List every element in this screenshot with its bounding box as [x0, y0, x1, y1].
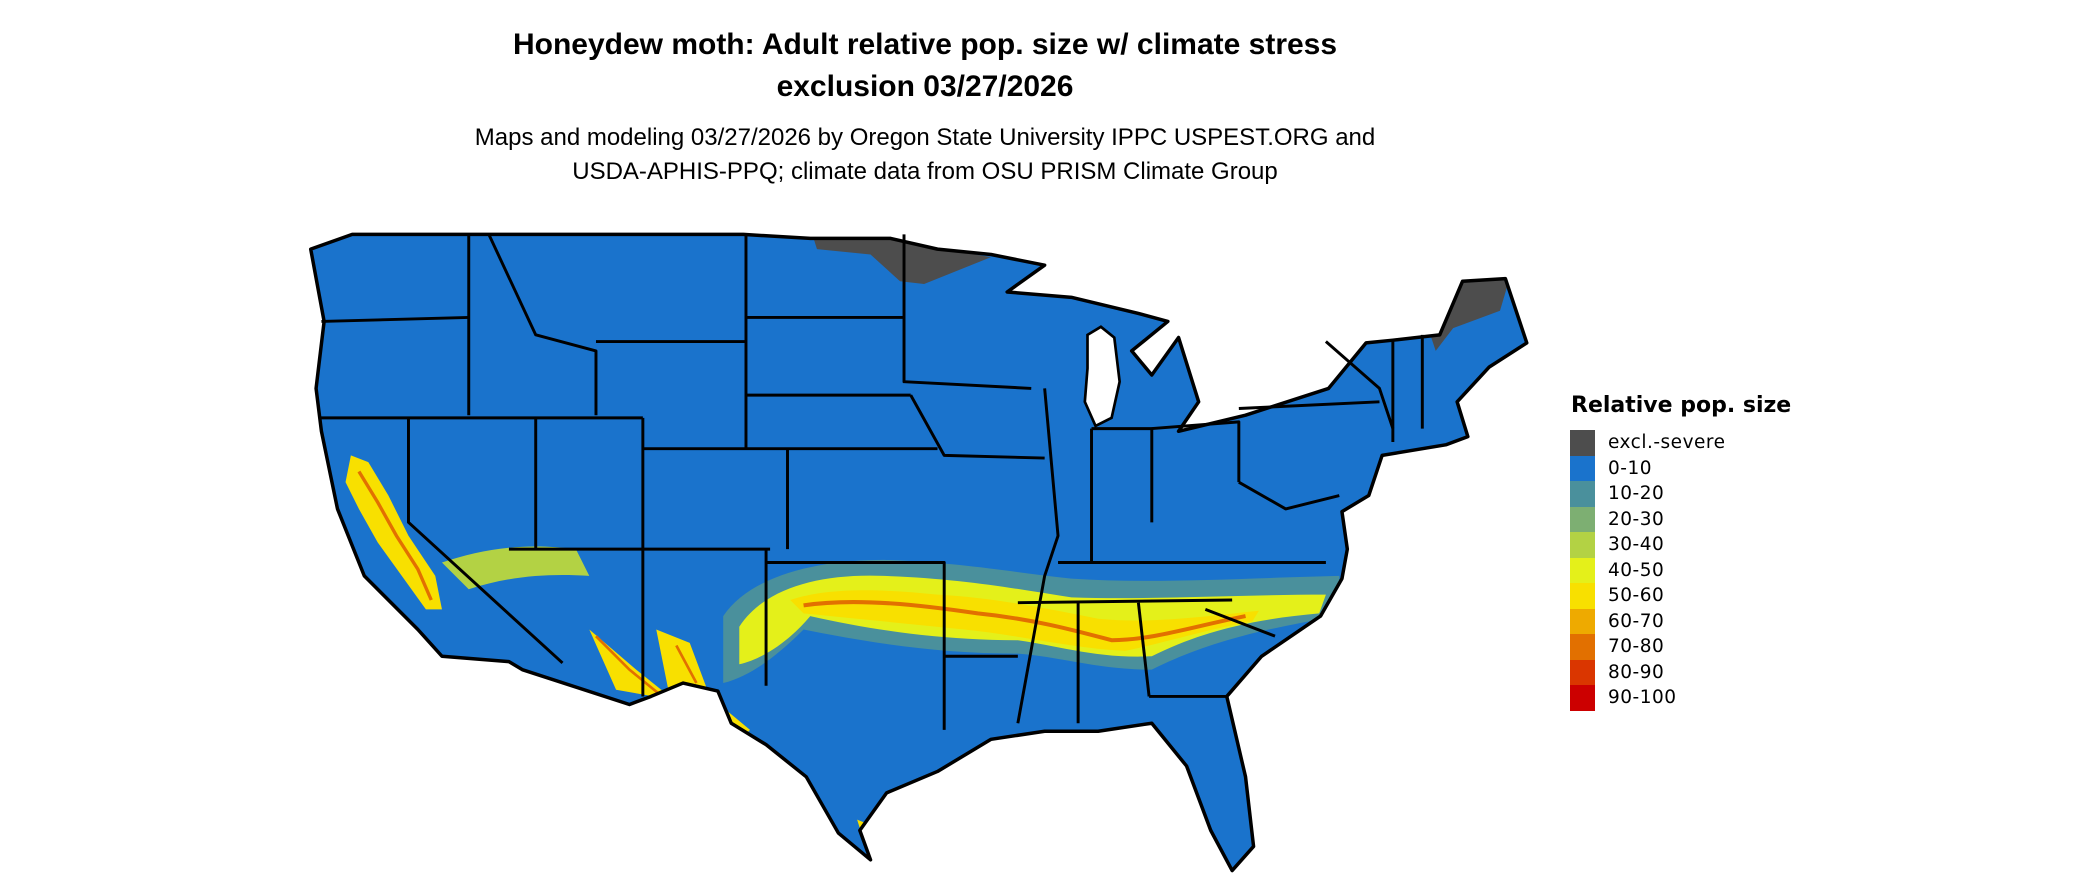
- state-boundary-line: [1136, 602, 1151, 697]
- legend-item: 40-50: [1570, 557, 1791, 583]
- legend-label: 30-40: [1608, 534, 1665, 556]
- state-boundary-line: [321, 315, 469, 323]
- legend-item: 80-90: [1570, 659, 1791, 685]
- legend-label: 50-60: [1608, 585, 1665, 607]
- band-california-core: [357, 470, 433, 601]
- state-boundary-line: [1016, 388, 1060, 724]
- legend-item: 70-80: [1570, 634, 1791, 660]
- legend-swatch: [1570, 685, 1595, 711]
- legend-swatch: [1570, 583, 1595, 609]
- state-boundary-line: [766, 561, 946, 730]
- state-boundary-line: [902, 234, 1032, 390]
- legend-item: 60-70: [1570, 608, 1791, 634]
- state-boundary-line: [1324, 340, 1395, 430]
- legend-item: 10-20: [1570, 481, 1791, 507]
- legend-swatch: [1570, 506, 1595, 532]
- legend-swatch: [1570, 634, 1595, 660]
- legend-item: excl.-severe: [1570, 430, 1791, 456]
- legend: Relative pop. size excl.-severe 0-10 10-20…: [1570, 393, 1791, 711]
- state-boundary-line: [407, 417, 564, 665]
- title-line-1: Honeydew moth: Adult relative pop. size …: [512, 28, 1338, 61]
- state-boundaries: [318, 233, 1424, 730]
- legend-label: excl.-severe: [1608, 432, 1726, 454]
- state-boundary-line: [1238, 480, 1340, 511]
- legend-item: 30-40: [1570, 532, 1791, 558]
- legend-item: 20-30: [1570, 506, 1791, 532]
- legend-item: 0-10: [1570, 455, 1791, 481]
- excluded-area-minnesota: [810, 234, 992, 284]
- state-boundary-line: [1017, 598, 1233, 605]
- legend-item: 90-100: [1570, 685, 1791, 711]
- legend-swatch: [1570, 557, 1595, 583]
- legend-swatch: [1570, 481, 1595, 507]
- subtitle-line-1: Maps and modeling 03/27/2026 by Oregon S…: [474, 124, 1376, 151]
- legend-title: Relative pop. size: [1571, 393, 1792, 418]
- legend-label: 20-30: [1608, 508, 1665, 530]
- legend-swatch: [1570, 659, 1595, 685]
- state-boundary-line: [1238, 400, 1380, 410]
- legend-item: 50-60: [1570, 583, 1791, 609]
- state-boundary-line: [487, 233, 598, 416]
- legend-swatch: [1570, 430, 1595, 456]
- state-boundary-line: [1204, 608, 1276, 638]
- excluded-area-maine: [1430, 274, 1511, 351]
- band-arizona-core: [595, 635, 698, 695]
- legend-label: 60-70: [1608, 610, 1665, 632]
- title-line-2: exclusion 03/27/2026: [776, 70, 1074, 103]
- legend-label: 0-10: [1608, 457, 1652, 479]
- legend-label: 10-20: [1608, 483, 1665, 505]
- legend-label: 80-90: [1608, 661, 1665, 683]
- legend-swatch: [1570, 608, 1595, 634]
- us-outline: [308, 232, 1529, 873]
- band-southwest: [441, 546, 590, 590]
- subtitle-line-2: USDA-APHIS-PPQ; climate data from OSU PR…: [572, 158, 1278, 185]
- legend-swatch: [1570, 532, 1595, 558]
- legend-label: 90-100: [1608, 687, 1677, 709]
- band-70-80: [803, 600, 1246, 643]
- state-boundary-line: [909, 394, 1045, 460]
- legend-swatch: [1570, 455, 1595, 481]
- us-land: [310, 234, 1527, 871]
- great-lakes-michigan: [1083, 325, 1122, 428]
- legend-label: 40-50: [1608, 559, 1665, 581]
- legend-label: 70-80: [1608, 636, 1665, 658]
